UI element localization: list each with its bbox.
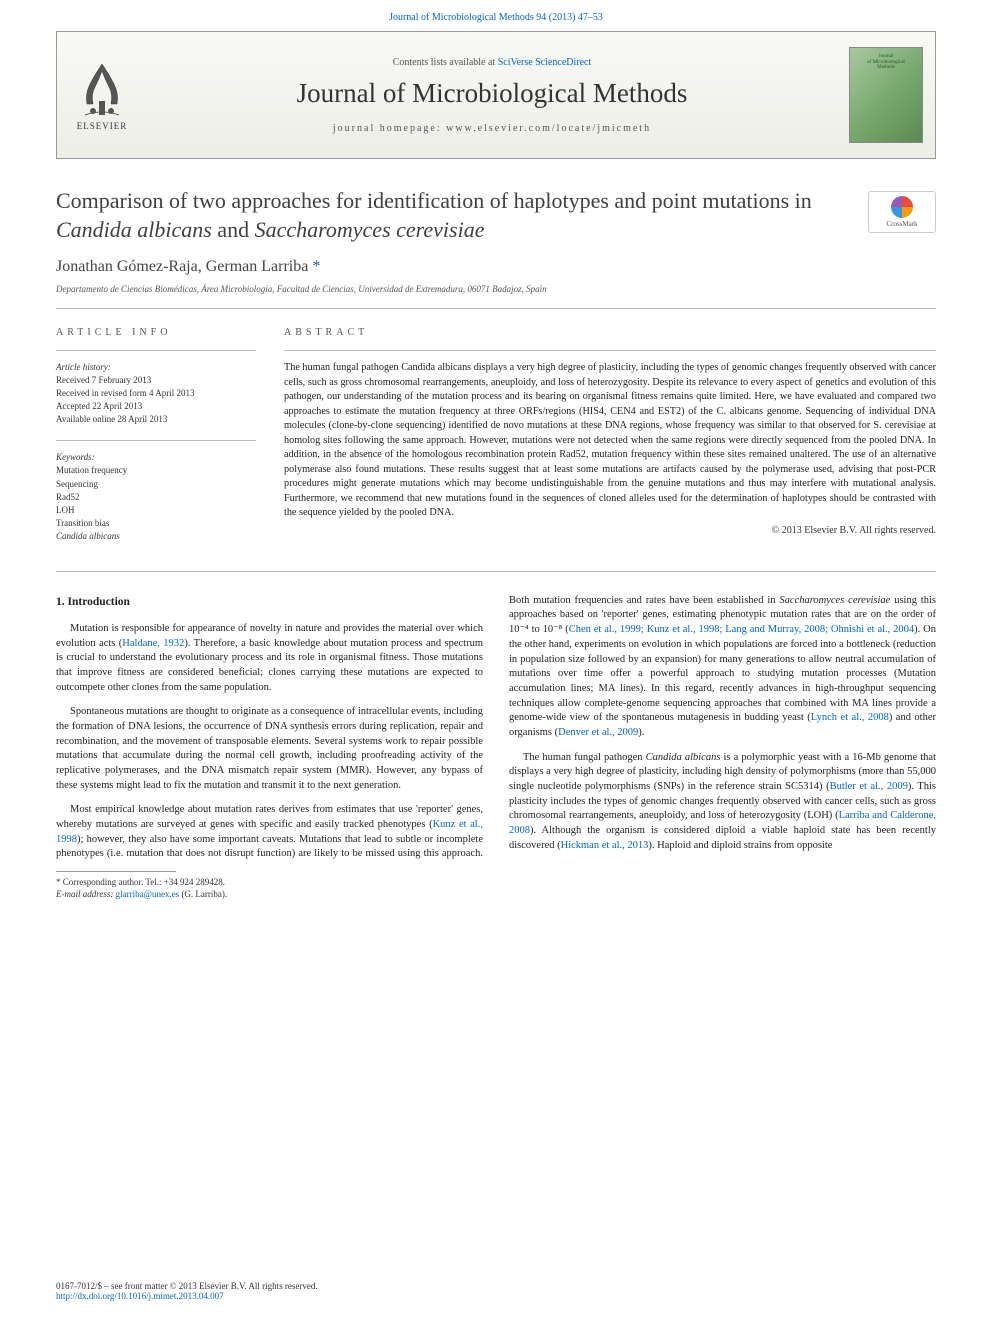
ref-denver[interactable]: Denver et al., 2009 xyxy=(558,727,638,738)
affiliation: Departamento de Ciencias Biomédicas, Áre… xyxy=(56,284,936,294)
ref-haldane[interactable]: Haldane, 1932 xyxy=(122,638,184,649)
journal-cover-thumb: Journal of Microbiological Methods xyxy=(849,47,923,143)
abstract-divider xyxy=(284,350,936,351)
author-names: Jonathan Gómez-Raja, German Larriba xyxy=(56,258,308,275)
journal-name: Journal of Microbiological Methods xyxy=(147,78,837,109)
history-block: Article history: Received 7 February 201… xyxy=(56,361,256,426)
body-section: 1. Introduction Mutation is responsible … xyxy=(56,594,936,863)
homepage-prefix: journal homepage: xyxy=(333,123,446,134)
issn-line: 0167-7012/$ – see front matter © 2013 El… xyxy=(56,1281,936,1291)
ref-chen[interactable]: Chen et al., 1999; Kunz et al., 1998; La… xyxy=(569,624,914,635)
keyword-3: LOH xyxy=(56,504,256,517)
article-title: Comparison of two approaches for identif… xyxy=(56,187,936,244)
p3-g: ). xyxy=(638,727,644,738)
p4-e: ). Haploid and diploid strains from oppo… xyxy=(648,840,832,851)
running-header: Journal of Microbiological Methods 94 (2… xyxy=(0,0,992,31)
info-label: article info xyxy=(56,327,256,338)
abstract-copyright: © 2013 Elsevier B.V. All rights reserved… xyxy=(284,525,936,536)
info-divider-2 xyxy=(56,440,256,441)
keywords-hdr: Keywords: xyxy=(56,451,256,464)
ref-butler[interactable]: Butler et al., 2009 xyxy=(830,781,908,792)
divider-bottom xyxy=(56,571,936,572)
p3-species: Saccharomyces cerevisiae xyxy=(779,595,890,606)
info-divider-1 xyxy=(56,350,256,351)
history-1: Received in revised form 4 April 2013 xyxy=(56,387,256,400)
footnote-divider xyxy=(56,871,176,872)
title-text-1: Comparison of two approaches for identif… xyxy=(56,188,812,213)
p3-a: Most empirical knowledge about mutation … xyxy=(56,804,483,830)
email-line: E-mail address: glarriba@unex.es (G. Lar… xyxy=(56,888,456,901)
contents-line: Contents lists available at SciVerse Sci… xyxy=(147,57,837,68)
ref-hickman[interactable]: Hickman et al., 2013 xyxy=(561,840,649,851)
history-3: Available online 28 April 2013 xyxy=(56,413,256,426)
crossmark-badge[interactable]: CrossMark xyxy=(868,191,936,233)
title-species-2: Saccharomyces cerevisiae xyxy=(255,217,485,242)
corresponding-mark: * xyxy=(308,258,320,275)
elsevier-tree-icon xyxy=(75,59,129,119)
paragraph-1: Mutation is responsible for appearance o… xyxy=(56,622,483,695)
footnotes: * Corresponding author. Tel.: +34 924 28… xyxy=(56,876,456,901)
keyword-4: Transition bias xyxy=(56,517,256,530)
elsevier-logo: ELSEVIER xyxy=(57,51,147,139)
authors: Jonathan Gómez-Raja, German Larriba * xyxy=(56,258,936,276)
ref-lynch[interactable]: Lynch et al., 2008 xyxy=(811,712,889,723)
p4-a: The human fungal pathogen xyxy=(523,752,646,763)
p4-species: Candida albicans xyxy=(646,752,721,763)
keywords-block: Keywords: Mutation frequency Sequencing … xyxy=(56,451,256,542)
homepage-line: journal homepage: www.elsevier.com/locat… xyxy=(147,123,837,134)
header-center: Contents lists available at SciVerse Sci… xyxy=(147,57,837,134)
corresponding-note: * Corresponding author. Tel.: +34 924 28… xyxy=(56,876,456,889)
p3-e: ). On the other hand, experiments on evo… xyxy=(509,624,936,723)
keyword-0: Mutation frequency xyxy=(56,464,256,477)
bottom-bar: 0167-7012/$ – see front matter © 2013 El… xyxy=(56,1281,936,1301)
paragraph-4: The human fungal pathogen Candida albica… xyxy=(509,751,936,854)
section-heading: 1. Introduction xyxy=(56,594,483,610)
history-0: Received 7 February 2013 xyxy=(56,374,256,387)
info-abstract-row: article info Article history: Received 7… xyxy=(56,309,936,557)
sciencedirect-link[interactable]: SciVerse ScienceDirect xyxy=(498,57,592,68)
history-hdr: Article history: xyxy=(56,361,256,374)
abstract-text: The human fungal pathogen Candida albica… xyxy=(284,361,936,520)
abstract-label: abstract xyxy=(284,327,936,338)
p3-b: ); however, they also have some importan… xyxy=(77,834,396,845)
article-info-column: article info Article history: Received 7… xyxy=(56,309,256,557)
article-header: CrossMark Comparison of two approaches f… xyxy=(56,187,936,294)
email-link[interactable]: glarriba@unex.es xyxy=(116,889,180,899)
journal-header: ELSEVIER Contents lists available at Sci… xyxy=(56,31,936,159)
email-label: E-mail address: xyxy=(56,889,116,899)
title-text-2: and xyxy=(212,217,255,242)
email-suffix: (G. Larriba). xyxy=(179,889,227,899)
contents-prefix: Contents lists available at xyxy=(393,57,498,68)
title-species-1: Candida albicans xyxy=(56,217,212,242)
keyword-5: Candida albicans xyxy=(56,530,256,543)
doi-link[interactable]: http://dx.doi.org/10.1016/j.mimet.2013.0… xyxy=(56,1291,224,1301)
crossmark-icon xyxy=(891,196,913,218)
crossmark-label: CrossMark xyxy=(886,220,917,228)
abstract-column: abstract The human fungal pathogen Candi… xyxy=(284,309,936,557)
history-2: Accepted 22 April 2013 xyxy=(56,400,256,413)
citation-link[interactable]: Journal of Microbiological Methods 94 (2… xyxy=(389,12,603,23)
keyword-1: Sequencing xyxy=(56,478,256,491)
body-columns: 1. Introduction Mutation is responsible … xyxy=(56,594,936,863)
homepage-url: www.elsevier.com/locate/jmicmeth xyxy=(446,123,651,134)
keyword-2: Rad52 xyxy=(56,491,256,504)
paragraph-2: Spontaneous mutations are thought to ori… xyxy=(56,705,483,793)
cover-title-3: Methods xyxy=(877,65,895,71)
elsevier-label: ELSEVIER xyxy=(77,121,128,131)
